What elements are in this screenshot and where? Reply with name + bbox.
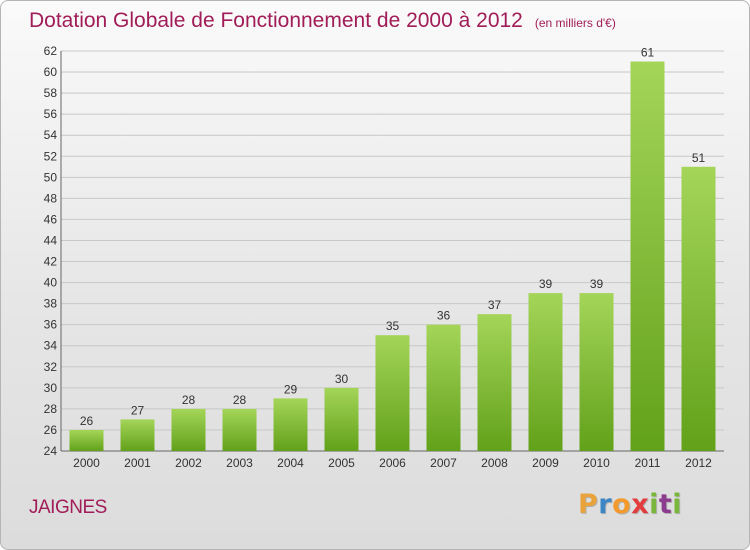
- chart-title-text: Dotation Globale de Fonctionnement de 20…: [29, 9, 523, 32]
- data-label: 35: [386, 319, 400, 333]
- data-label: 26: [80, 414, 94, 428]
- x-tick-label: 2010: [583, 456, 610, 470]
- data-label: 36: [437, 309, 451, 323]
- y-tick-label: 54: [44, 128, 58, 142]
- bar: [171, 408, 206, 451]
- logo-letter: i: [672, 489, 683, 520]
- y-tick-label: 44: [44, 233, 58, 247]
- y-tick-label: 56: [44, 107, 58, 121]
- x-tick-label: 2012: [685, 456, 712, 470]
- x-tick-label: 2000: [73, 456, 100, 470]
- data-label: 61: [641, 46, 655, 60]
- y-tick-label: 34: [44, 339, 58, 353]
- x-tick-label: 2008: [481, 456, 508, 470]
- bar: [579, 293, 614, 451]
- x-tick-label: 2001: [124, 456, 151, 470]
- logo-letter: o: [612, 489, 632, 520]
- y-tick-label: 46: [44, 212, 58, 226]
- bar: [477, 314, 512, 451]
- logo-letter: r: [598, 489, 613, 520]
- bar: [681, 166, 716, 451]
- y-tick-label: 36: [44, 318, 58, 332]
- x-tick-label: 2003: [226, 456, 253, 470]
- y-tick-label: 32: [44, 360, 58, 374]
- bar: [120, 419, 155, 451]
- data-label: 29: [284, 382, 298, 396]
- logo-letter: x: [631, 489, 650, 520]
- bar: [375, 335, 410, 451]
- bar: [630, 61, 665, 452]
- y-tick-label: 48: [44, 191, 58, 205]
- x-tick-label: 2009: [532, 456, 559, 470]
- x-tick-label: 2005: [328, 456, 355, 470]
- logo-letter: t: [658, 489, 673, 520]
- y-tick-label: 24: [44, 444, 58, 458]
- chart-title: Dotation Globale de Fonctionnement de 20…: [29, 9, 616, 33]
- data-label: 28: [233, 393, 247, 407]
- bar: [222, 408, 257, 451]
- data-label: 27: [131, 403, 145, 417]
- x-tick-label: 2006: [379, 456, 406, 470]
- chart-unit: (en milliers d'€): [534, 16, 616, 30]
- y-tick-label: 38: [44, 297, 58, 311]
- bar: [528, 293, 563, 451]
- data-label: 37: [488, 298, 502, 312]
- y-tick-label: 26: [44, 423, 58, 437]
- y-tick-label: 30: [44, 381, 58, 395]
- data-label: 28: [182, 393, 196, 407]
- bar: [273, 398, 308, 451]
- data-label: 51: [692, 151, 706, 165]
- y-tick-label: 42: [44, 255, 58, 269]
- y-tick-label: 58: [44, 86, 58, 100]
- proxiti-logo: Proxiti: [578, 489, 682, 520]
- y-tick-label: 40: [44, 276, 58, 290]
- y-tick-label: 52: [44, 149, 58, 163]
- bar: [426, 324, 461, 451]
- x-tick-label: 2011: [635, 456, 661, 470]
- x-tick-label: 2004: [277, 456, 304, 470]
- bar: [69, 429, 104, 451]
- data-label: 30: [335, 372, 349, 386]
- commune-name: JAIGNES: [29, 497, 107, 518]
- y-tick-label: 50: [44, 170, 58, 184]
- y-tick-label: 62: [44, 44, 58, 58]
- logo-letter: P: [578, 489, 599, 520]
- y-tick-label: 28: [44, 402, 58, 416]
- logo-letter: i: [649, 489, 659, 520]
- x-tick-label: 2002: [175, 456, 202, 470]
- data-label: 39: [590, 277, 604, 291]
- x-tick-label: 2007: [430, 456, 457, 470]
- y-tick-label: 60: [44, 65, 58, 79]
- data-label: 39: [539, 277, 553, 291]
- bar: [324, 387, 359, 451]
